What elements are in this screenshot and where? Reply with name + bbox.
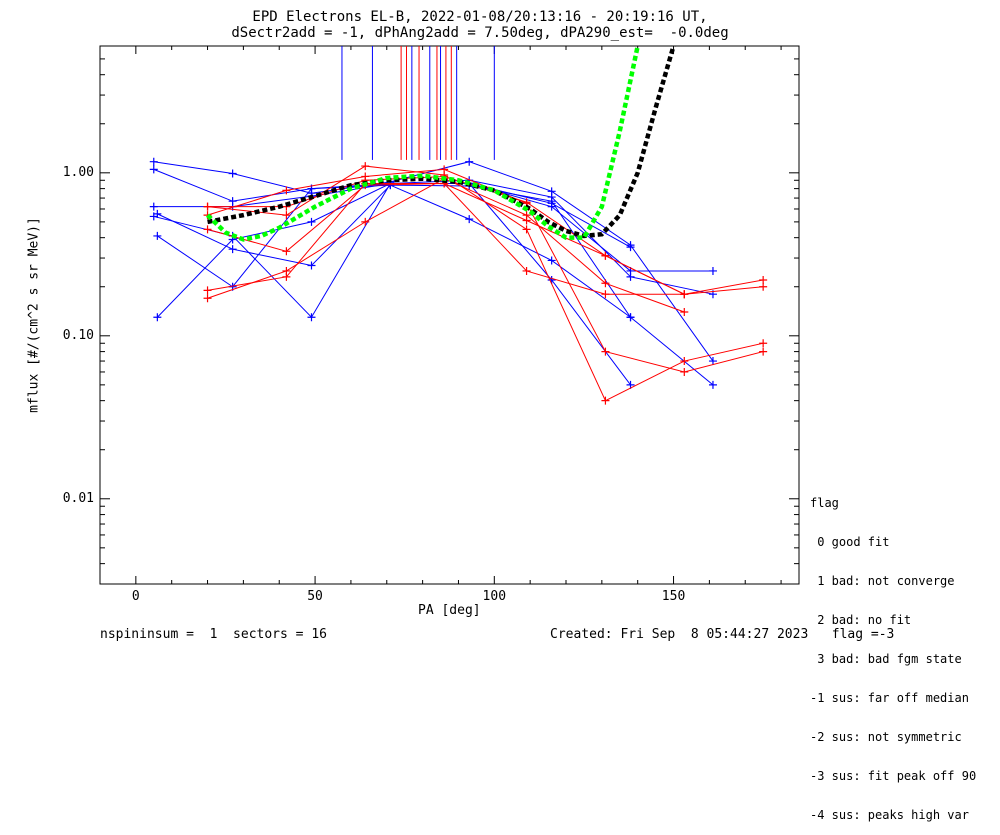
legend-item: -3 sus: fit peak off 90 (810, 769, 977, 783)
blue-series-point (708, 266, 717, 275)
blue-series-line (153, 182, 631, 386)
y-axis-label: mflux [#/(cm^2 s sr MeV)] (26, 217, 42, 413)
blue-series-point (153, 313, 162, 322)
legend-item: 3 bad: bad fgm state (810, 652, 962, 666)
blue-series-point (149, 157, 158, 166)
blue-series-point (626, 313, 635, 322)
red-series-point (440, 165, 449, 174)
plot-frame (99, 45, 800, 585)
red-series-point (282, 272, 291, 281)
red-series-point (601, 396, 610, 405)
red-series-point (601, 290, 610, 299)
blue-series-point (708, 380, 717, 389)
red-series-point (282, 211, 291, 220)
red-series-point (680, 367, 689, 376)
red-series-point (203, 202, 212, 211)
blue-series-line (153, 161, 714, 362)
blue-series-point (153, 231, 162, 240)
y-tick-label: 1.00 (62, 164, 94, 180)
legend-item: 0 good fit (810, 535, 890, 549)
red-series-point (601, 347, 610, 356)
blue-series-point (307, 217, 316, 226)
legend-item: -2 sus: not symmetric (810, 730, 962, 744)
legend-title: flag (810, 496, 839, 510)
red-series-point (522, 216, 531, 225)
blue-series-point (228, 245, 237, 254)
red-series-point (680, 357, 689, 366)
blue-series-point (149, 165, 158, 174)
plot-canvas (99, 45, 800, 585)
x-axis-label: PA [deg] (418, 603, 481, 618)
vertical-lines (341, 46, 495, 160)
blue-series-point (547, 256, 556, 265)
blue-series-point (465, 215, 474, 224)
blue-series-point (149, 202, 158, 211)
blue-series-point (708, 357, 717, 366)
red-series-point (203, 286, 212, 295)
red-series-point (361, 217, 370, 226)
red-series-point (759, 339, 768, 348)
fit-curve-green (205, 45, 640, 242)
red-series-point (759, 347, 768, 356)
chart-title-line2: dSectr2add = -1, dPhAng2add = 7.50deg, d… (231, 25, 729, 41)
red-series-point (522, 225, 531, 234)
legend-item: 2 bad: no fit (810, 613, 912, 627)
y-tick-label: 0.01 (62, 490, 94, 506)
blue-series-point (228, 169, 237, 178)
red-series-point (203, 294, 212, 303)
x-tick-label: 0 (131, 589, 140, 604)
red-series-point (759, 282, 768, 291)
axis-ticks (100, 45, 799, 585)
red-series-point (601, 279, 610, 288)
red-series-point (282, 186, 291, 195)
red-series-point (759, 275, 768, 284)
red-series-point (680, 307, 689, 316)
legend-item: 1 bad: not converge (810, 574, 955, 588)
blue-series-line (153, 182, 631, 319)
footer-right-info: Created: Fri Sep 8 05:44:27 2023 flag =-… (550, 627, 895, 642)
blue-series-line (156, 179, 714, 318)
blue-series-line (153, 168, 714, 386)
red-series-point (203, 225, 212, 234)
x-tick-label: 150 (661, 589, 686, 604)
y-tick-label: 0.10 (62, 327, 94, 343)
red-series-line (207, 182, 764, 295)
x-tick-label: 50 (307, 589, 323, 604)
red-series-line (207, 165, 764, 402)
data-series (149, 157, 768, 405)
red-series-point (522, 266, 531, 275)
legend-item: -4 sus: peaks high var (810, 808, 969, 822)
blue-series-point (149, 212, 158, 221)
red-series-point (680, 290, 689, 299)
blue-series-point (626, 243, 635, 252)
blue-series-point (307, 313, 316, 322)
blue-series-point (307, 261, 316, 270)
legend-item: -1 sus: far off median (810, 691, 969, 705)
blue-series-point (547, 199, 556, 208)
red-series-point (282, 247, 291, 256)
red-series-point (601, 251, 610, 260)
red-series-point (361, 162, 370, 171)
fit-curves (205, 45, 676, 242)
footer-left-info: nspininsum = 1 sectors = 16 (100, 627, 327, 642)
chart-title-line1: EPD Electrons EL-B, 2022-01-08/20:13:16 … (252, 9, 708, 25)
flag-legend: flag 0 good fit 1 bad: not converge 2 ba… (810, 471, 976, 835)
x-tick-label: 100 (482, 589, 507, 604)
blue-series-point (465, 157, 474, 166)
red-series-line (207, 175, 764, 295)
